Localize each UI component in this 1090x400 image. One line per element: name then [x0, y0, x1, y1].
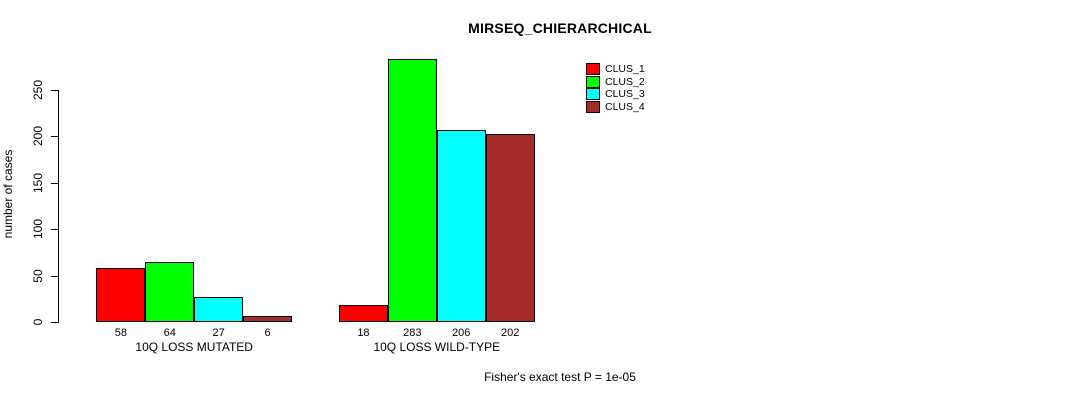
y-axis-tick — [51, 229, 58, 230]
bar-CLUS_2 — [387, 59, 437, 322]
y-axis-title: number of cases — [1, 149, 15, 239]
bar-value-label: 58 — [114, 326, 127, 339]
y-axis-tick — [51, 322, 58, 323]
bar-CLUS_1 — [96, 268, 146, 322]
y-axis-tick-label: 150 — [31, 172, 45, 193]
legend-item-CLUS_1: CLUS_1 — [586, 63, 645, 76]
bar-CLUS_3 — [194, 297, 244, 322]
y-axis-tick-label: 200 — [31, 125, 45, 147]
legend-swatch-CLUS_4 — [586, 100, 600, 113]
bar-value-label: 206 — [452, 326, 471, 339]
bar-CLUS_4 — [243, 316, 292, 322]
x-group-label: 10Q LOSS WILD-TYPE — [373, 340, 501, 354]
y-axis-tick-label: 0 — [31, 318, 45, 326]
bar-value-label: 283 — [403, 326, 422, 339]
legend-swatch-CLUS_1 — [586, 63, 600, 76]
legend-item-CLUS_2: CLUS_2 — [586, 75, 645, 89]
legend-item-CLUS_3: CLUS_3 — [586, 88, 645, 101]
fisher-test-annotation: Fisher's exact test P = 1e-05 — [484, 370, 636, 384]
legend-label: CLUS_4 — [605, 100, 645, 113]
legend-label: CLUS_1 — [605, 63, 645, 76]
legend: CLUS_1 CLUS_2 CLUS_3 CLUS_4 — [586, 63, 645, 113]
bar-value-label: 64 — [163, 326, 176, 339]
x-group-label: 10Q LOSS MUTATED — [135, 340, 253, 354]
bar-CLUS_3 — [436, 130, 486, 322]
bar-value-label: 202 — [500, 326, 520, 339]
legend-item-CLUS_4: CLUS_4 — [586, 100, 645, 114]
bar-value-label: 18 — [357, 326, 370, 339]
y-axis-tick — [51, 89, 58, 91]
chart-title: MIRSEQ_CHIERARCHICAL — [468, 20, 652, 36]
bar-CLUS_1 — [339, 305, 388, 322]
bar-value-label: 27 — [212, 326, 225, 339]
legend-label: CLUS_3 — [605, 88, 645, 101]
y-axis-tick — [51, 275, 58, 277]
y-axis-tick-label: 100 — [31, 218, 45, 240]
bar-CLUS_4 — [485, 134, 535, 322]
y-axis-line — [58, 89, 59, 323]
bar-CLUS_2 — [145, 262, 195, 322]
y-axis-tick-label: 250 — [31, 79, 45, 100]
y-axis-tick — [51, 136, 58, 137]
y-axis-tick-label: 50 — [31, 268, 45, 283]
y-axis-tick — [51, 182, 58, 184]
legend-swatch-CLUS_3 — [586, 88, 600, 101]
bar-value-label: 6 — [264, 326, 271, 339]
legend-swatch-CLUS_2 — [586, 75, 600, 88]
legend-label: CLUS_2 — [605, 75, 645, 88]
